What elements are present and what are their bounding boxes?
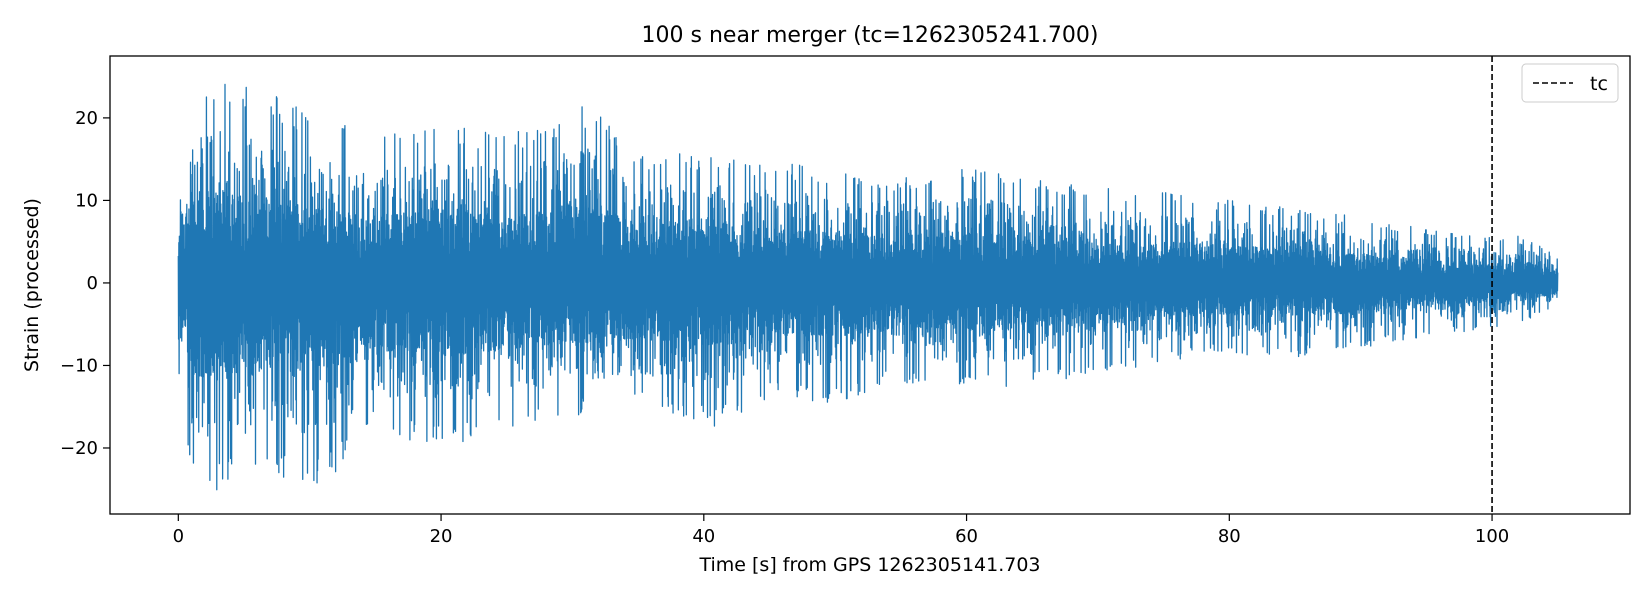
x-axis-label: Time [s] from GPS 1262305141.703 <box>698 554 1040 576</box>
series-line <box>177 83 1559 491</box>
chart-title: 100 s near merger (tc=1262305241.700) <box>642 23 1099 48</box>
y-tick-label-1: −10 <box>60 355 98 376</box>
y-tick-label-4: 20 <box>75 108 98 129</box>
x-tick-label-3: 60 <box>955 526 978 547</box>
y-tick-label-3: 10 <box>75 190 98 211</box>
legend-entry-tc: tc <box>1590 73 1608 95</box>
y-axis: −20 −10 0 10 20 <box>60 108 110 459</box>
x-tick-label-5: 100 <box>1475 526 1509 547</box>
legend: tc <box>1521 63 1619 103</box>
y-tick-label-0: −20 <box>60 438 98 459</box>
axes-frame <box>109 55 1631 515</box>
x-tick-label-1: 20 <box>430 526 453 547</box>
x-tick-label-2: 40 <box>692 526 715 547</box>
x-axis: 0 20 40 60 80 100 <box>173 514 1509 547</box>
x-tick-label-4: 80 <box>1218 526 1241 547</box>
x-tick-label-0: 0 <box>173 526 184 547</box>
y-tick-label-2: 0 <box>87 273 98 294</box>
series-strain <box>177 83 1559 491</box>
plot-area <box>177 56 1559 514</box>
y-axis-label: Strain (processed) <box>21 198 43 372</box>
